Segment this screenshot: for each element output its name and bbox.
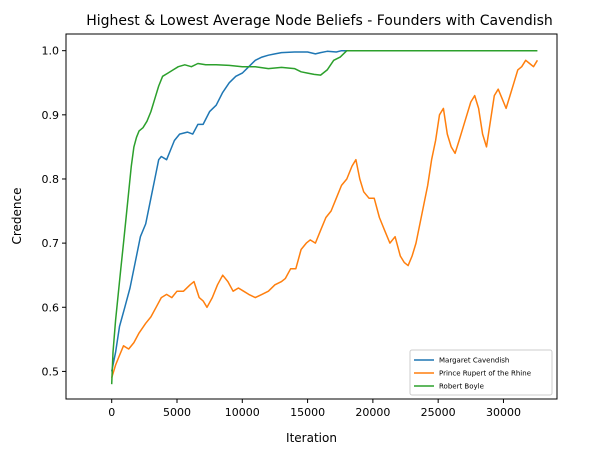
x-axis-label: Iteration: [286, 431, 337, 445]
legend-label: Margaret Cavendish: [439, 357, 509, 365]
legend-label: Prince Rupert of the Rhine: [439, 370, 531, 378]
y-axis-label: Credence: [10, 187, 24, 244]
series-line-0: [110, 49, 347, 372]
y-tick-label: 1.0: [42, 45, 60, 58]
series-line-1: [110, 59, 539, 379]
x-tick-label: 0: [108, 406, 115, 419]
x-tick-label: 20000: [355, 406, 390, 419]
x-tick-label: 10000: [225, 406, 260, 419]
y-tick-label: 0.6: [42, 301, 60, 314]
plot-frame: [65, 33, 558, 400]
x-tick-label: 25000: [421, 406, 456, 419]
legend-box: [409, 349, 553, 396]
series-line-2: [110, 49, 538, 385]
x-axis: 0 5000 10000 15000 20000 25000 30000: [108, 399, 521, 419]
x-tick-label: 5000: [163, 406, 191, 419]
chart-title: Highest & Lowest Average Node Beliefs - …: [86, 13, 553, 29]
y-axis: 0.5 0.6 0.7 0.8 0.9 1.0: [42, 45, 66, 378]
legend: Margaret Cavendish Prince Rupert of the R…: [409, 349, 553, 396]
y-tick-label: 0.5: [42, 365, 60, 378]
x-tick-label: 15000: [290, 406, 325, 419]
y-tick-label: 0.8: [42, 173, 60, 186]
y-tick-label: 0.7: [42, 237, 60, 250]
y-tick-label: 0.9: [42, 109, 60, 122]
x-tick-label: 30000: [486, 406, 521, 419]
legend-label: Robert Boyle: [439, 383, 484, 391]
plot-area: [110, 49, 539, 385]
